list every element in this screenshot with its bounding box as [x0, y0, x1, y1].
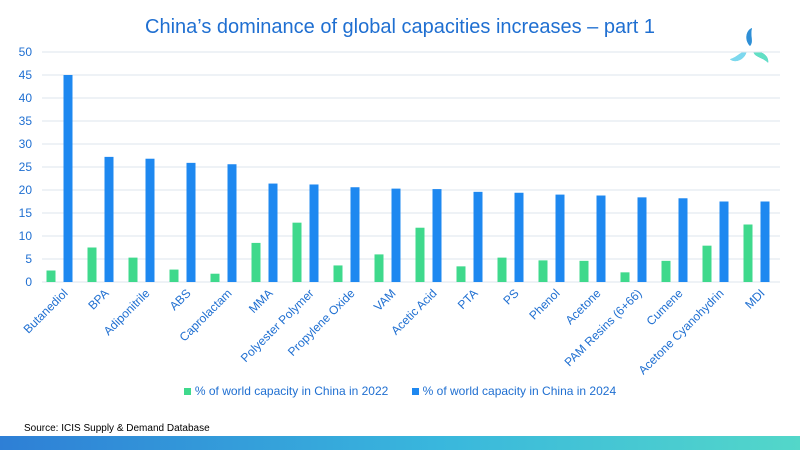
x-tick-label: MMA: [246, 286, 276, 316]
y-tick-label: 20: [19, 183, 33, 197]
bar-2022: [620, 272, 630, 282]
bar-2022: [210, 273, 220, 282]
bar-2024: [268, 183, 278, 282]
bar-2024: [555, 194, 565, 282]
y-tick-label: 40: [19, 91, 33, 105]
bar-2024: [104, 156, 114, 282]
bar-2022: [456, 266, 466, 282]
bar-2022: [702, 245, 712, 282]
legend: % of world capacity in China in 2022 % o…: [0, 384, 800, 398]
y-tick-label: 15: [19, 206, 33, 220]
bar-2024: [186, 162, 196, 282]
source-note: Source: ICIS Supply & Demand Database: [24, 423, 210, 434]
snowflake-logo-icon: [729, 28, 769, 63]
y-tick-label: 50: [19, 45, 33, 59]
x-tick-label: Phenol: [526, 286, 562, 322]
x-tick-label: PTA: [455, 286, 481, 312]
bar-2024: [145, 158, 155, 282]
bar-2022: [497, 257, 507, 282]
x-tick-label: ABS: [167, 286, 194, 313]
bar-2022: [661, 260, 671, 282]
y-tick-label: 0: [25, 275, 32, 289]
x-tick-label: Polyester Polymer: [238, 286, 317, 365]
bar-2024: [309, 184, 319, 282]
bar-2022: [128, 257, 138, 282]
y-tick-label: 25: [19, 160, 33, 174]
y-tick-label: 5: [25, 252, 32, 266]
bar-2024: [63, 75, 73, 282]
x-tick-label: VAM: [371, 286, 399, 314]
legend-item-2024: % of world capacity in China in 2024: [411, 384, 617, 398]
x-tick-label: MDI: [742, 286, 767, 311]
bar-2022: [579, 260, 589, 282]
bar-2024: [678, 198, 688, 282]
bar-2024: [514, 192, 524, 282]
legend-swatch-2022: [183, 388, 191, 396]
bar-2022: [743, 224, 753, 282]
chart-title: China’s dominance of global capacities i…: [145, 16, 655, 38]
bar-2024: [432, 189, 442, 282]
bar-2024: [596, 195, 606, 282]
y-tick-label: 45: [19, 68, 33, 82]
bar-2024: [350, 187, 360, 282]
bar-2024: [391, 188, 401, 282]
x-tick-label: PAM Resins (6+66): [562, 286, 645, 369]
y-tick-label: 30: [19, 137, 33, 151]
x-tick-label: BPA: [85, 286, 111, 312]
legend-label-2024: % of world capacity in China in 2024: [422, 384, 617, 398]
legend-item-2022: % of world capacity in China in 2022: [183, 384, 389, 398]
x-tick-label: PS: [500, 286, 521, 307]
x-tick-label: Cumene: [644, 286, 686, 328]
bar-2022: [87, 247, 97, 282]
legend-label-2022: % of world capacity in China in 2022: [194, 384, 389, 398]
bar-2022: [415, 227, 425, 282]
bar-2022: [538, 260, 548, 282]
y-tick-label: 35: [19, 114, 33, 128]
bar-2022: [169, 269, 179, 282]
bar-2024: [760, 201, 770, 282]
bar-2022: [374, 254, 384, 282]
bar-2022: [46, 270, 56, 282]
bar-2024: [473, 191, 483, 282]
bar-2024: [227, 164, 237, 282]
bar-2024: [719, 201, 729, 282]
footer-gradient-bar: [0, 436, 800, 450]
bar-2022: [333, 265, 343, 282]
bar-2022: [251, 242, 261, 282]
x-tick-label: Acetone: [563, 286, 604, 327]
x-tick-label: Butanediol: [21, 286, 71, 336]
bar-2024: [637, 197, 647, 282]
y-tick-label: 10: [19, 229, 33, 243]
legend-swatch-2024: [411, 388, 419, 396]
bar-2022: [292, 222, 302, 282]
